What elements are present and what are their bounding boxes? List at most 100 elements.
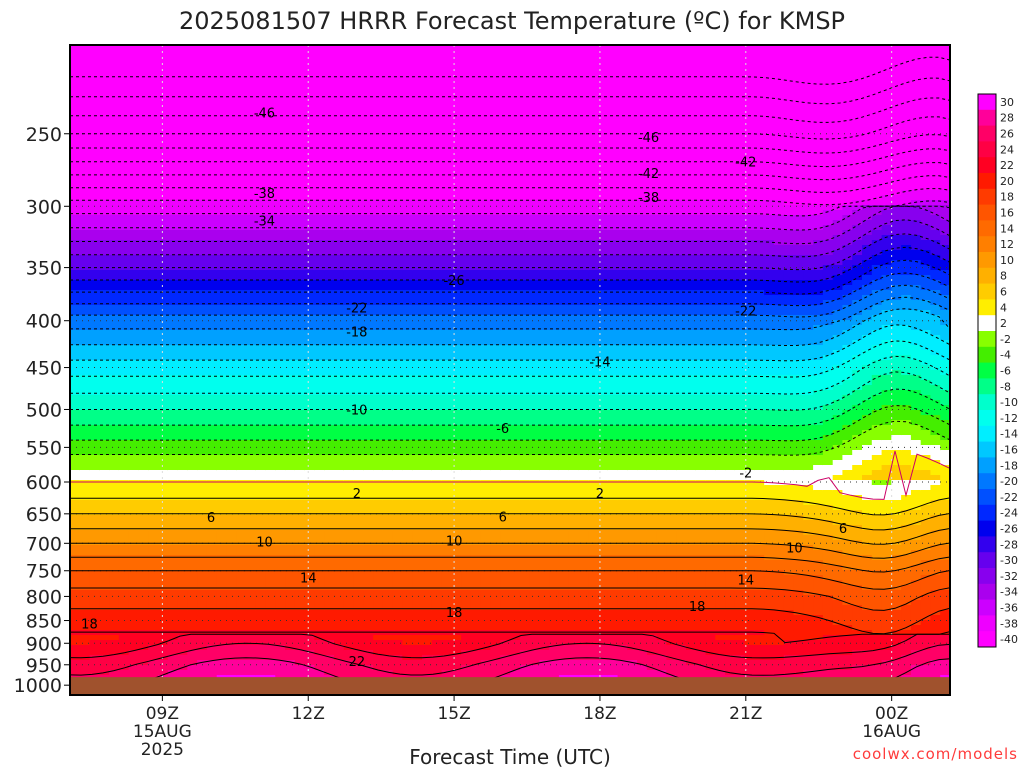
temperature-cell [304,320,316,326]
temperature-cell [158,565,169,571]
temperature-cell [246,290,257,296]
temperature-cell [128,50,140,56]
temperature-cell [99,90,110,96]
temperature-cell [109,420,120,426]
temperature-cell [265,355,276,361]
temperature-cell [412,440,423,446]
temperature-cell [275,100,286,106]
temperature-cell [373,335,384,341]
temperature-cell [226,270,237,276]
temperature-cell [255,340,267,346]
temperature-cell [265,310,276,316]
temperature-cell [382,120,394,126]
temperature-cell [118,460,130,466]
temperature-cell [226,415,237,421]
temperature-cell [206,665,218,671]
temperature-cell [382,500,394,506]
temperature-cell [294,105,306,111]
temperature-cell [373,275,384,281]
temperature-cell [402,590,413,596]
temperature-cell [216,230,228,236]
temperature-cell [294,140,306,146]
temperature-cell [255,575,267,581]
temperature-cell [167,580,179,586]
temperature-cell [128,185,140,191]
temperature-cell [79,350,91,356]
temperature-cell [304,345,316,351]
temperature-cell [275,455,286,461]
temperature-cell [304,415,316,421]
temperature-cell [187,475,198,481]
temperature-cell [79,50,91,56]
temperature-cell [128,535,140,541]
temperature-cell [79,640,91,646]
temperature-cell [285,655,296,661]
temperature-cell [265,580,276,586]
temperature-cell [363,415,374,421]
temperature-cell [89,485,100,491]
temperature-cell [294,535,306,541]
temperature-cell [148,330,159,336]
temperature-cell [206,415,218,421]
temperature-cell [334,120,345,126]
temperature-cell [138,300,149,306]
temperature-cell [177,615,188,621]
temperature-cell [158,610,169,616]
temperature-cell [79,180,91,186]
temperature-cell [89,450,100,456]
temperature-cell [324,140,335,146]
temperature-cell [265,510,276,516]
temperature-cell [206,505,218,511]
temperature-cell [70,315,81,321]
temperature-cell [324,260,335,266]
temperature-cell [343,165,355,171]
temperature-cell [382,665,394,671]
temperature-cell [70,445,81,451]
temperature-cell [353,90,364,96]
temperature-cell [177,265,188,271]
temperature-cell [343,110,355,116]
temperature-cell [314,430,325,436]
temperature-cell [167,340,179,346]
temperature-cell [70,390,81,396]
temperature-cell [304,505,316,511]
temperature-cell [412,405,423,411]
temperature-cell [236,75,247,81]
temperature-cell [79,570,91,576]
temperature-cell [334,310,345,316]
temperature-cell [167,655,179,661]
temperature-cell [197,120,208,126]
temperature-cell [128,380,140,386]
temperature-cell [187,395,198,401]
temperature-cell [314,570,325,576]
temperature-cell [226,345,237,351]
temperature-cell [431,275,443,281]
temperature-cell [226,260,237,266]
temperature-cell [275,650,286,656]
temperature-cell [79,575,91,581]
temperature-cell [148,150,159,156]
temperature-cell [167,195,179,201]
temperature-cell [177,525,188,531]
temperature-cell [314,380,325,386]
temperature-cell [343,485,355,491]
temperature-cell [265,190,276,196]
temperature-cell [324,325,335,331]
temperature-cell [275,480,286,486]
temperature-cell [392,560,404,566]
temperature-cell [294,355,306,361]
temperature-cell [197,410,208,416]
temperature-cell [294,195,306,201]
temperature-cell [412,390,423,396]
temperature-cell [382,140,394,146]
temperature-cell [216,505,228,511]
temperature-cell [158,455,169,461]
temperature-cell [382,650,394,656]
temperature-cell [402,570,413,576]
temperature-cell [441,265,452,271]
temperature-cell [363,610,374,616]
temperature-cell [197,130,208,136]
temperature-cell [167,45,179,51]
temperature-cell [392,650,404,656]
temperature-cell [392,415,404,421]
